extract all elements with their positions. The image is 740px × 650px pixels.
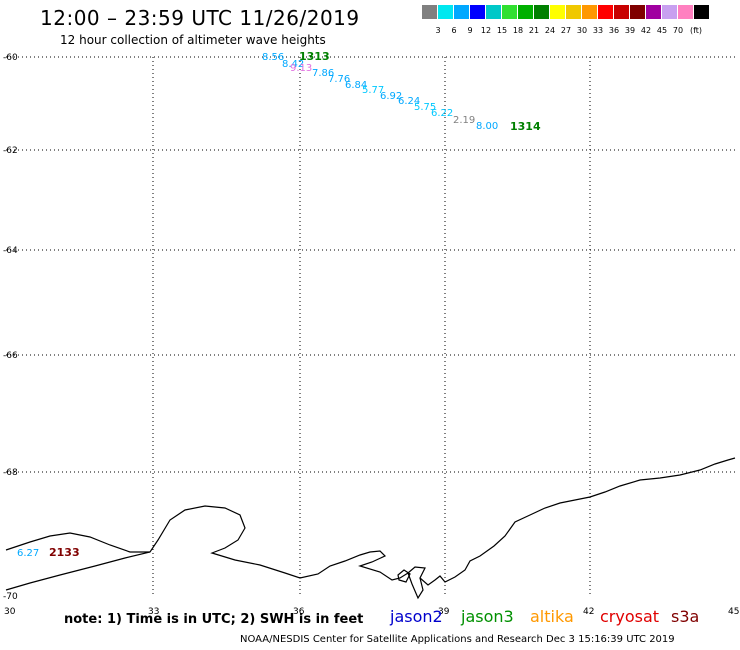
island-outline — [397, 569, 411, 583]
swh-value-label: 7.76 — [328, 74, 350, 85]
map-subtitle: 12 hour collection of altimeter wave hei… — [60, 33, 326, 47]
lat-lon-gridlines — [6, 56, 735, 596]
swh-value-label: 6.84 — [345, 80, 367, 91]
latitude-tick-label: -60 — [3, 53, 18, 63]
legend-swatch — [582, 5, 597, 19]
legend-tick: 42 — [640, 26, 652, 35]
swh-value-label: 9.13 — [290, 63, 312, 74]
swh-value-label: 5.77 — [362, 85, 384, 96]
satellite-name-jason3: jason3 — [461, 607, 514, 626]
swh-value-label: 5.75 — [414, 102, 436, 113]
pass-number-label: 1313 — [299, 50, 330, 63]
longitude-tick-label: 36 — [293, 607, 305, 617]
latitude-tick-label: -66 — [3, 351, 18, 361]
pass-number-label: 1314 — [510, 120, 541, 133]
legend-swatch — [550, 5, 565, 19]
antarctica-coastline — [5, 457, 736, 591]
legend-tick: 24 — [544, 26, 556, 35]
satellite-name-altika: altika — [530, 607, 574, 626]
legend-swatch — [630, 5, 645, 19]
satellite-name-jason2: jason2 — [390, 607, 443, 626]
legend-tick: 45 — [656, 26, 668, 35]
legend-tick: 3 — [435, 26, 441, 35]
latitude-tick-label: -68 — [3, 468, 18, 478]
legend-swatch — [694, 5, 709, 19]
longitude-tick-label: 39 — [438, 607, 450, 617]
legend-swatch — [678, 5, 693, 19]
latitude-tick-label: -62 — [3, 146, 18, 156]
legend-tick: 36 — [608, 26, 620, 35]
swh-value-label: 8.42 — [282, 59, 304, 70]
longitude-tick-label: 45 — [728, 607, 739, 617]
swh-value-label: 8.56 — [262, 52, 284, 63]
legend-swatch — [454, 5, 469, 19]
legend-tick: 21 — [528, 26, 540, 35]
satellite-pass-labels: 1313 1314 2133 — [49, 50, 541, 559]
legend-swatch — [598, 5, 613, 19]
latitude-tick-label: -64 — [3, 246, 18, 256]
swh-value-label: 6.22 — [431, 108, 453, 119]
pass-number-label: 2133 — [49, 546, 80, 559]
legend-swatch — [662, 5, 677, 19]
legend-swatch — [646, 5, 661, 19]
longitude-labels: 30 33 36 39 42 45 — [4, 607, 739, 617]
legend-tick: 30 — [576, 26, 588, 35]
wave-height-observations: 8.568.429.13 7.867.766.845.776.926.245.75… — [17, 52, 498, 559]
legend-tick: 9 — [467, 26, 473, 35]
bay-outline — [407, 572, 424, 600]
legend-swatch — [486, 5, 501, 19]
legend-swatch — [438, 5, 453, 19]
legend-tick: 12 — [480, 26, 492, 35]
swh-value-label: 6.92 — [380, 91, 402, 102]
units-note: note: 1) Time is in UTC; 2) SWH is in fe… — [64, 612, 364, 627]
legend-swatch — [422, 5, 437, 19]
swh-value-label: 2.19 — [453, 115, 475, 126]
longitude-tick-label: 42 — [583, 607, 594, 617]
legend-tick: 15 — [496, 26, 508, 35]
coastline-western-segment — [5, 532, 150, 553]
legend-swatch — [470, 5, 485, 19]
longitude-tick-label: 30 — [4, 607, 16, 617]
legend-swatch — [518, 5, 533, 19]
credit-line: NOAA/NESDIS Center for Satellite Applica… — [240, 634, 675, 645]
swh-value-label: 6.24 — [398, 96, 420, 107]
legend-swatch — [534, 5, 549, 19]
longitude-tick-label: 33 — [148, 607, 159, 617]
legend-swatch — [566, 5, 581, 19]
latitude-tick-label: -70 — [3, 592, 18, 602]
map-title: 12:00 – 23:59 UTC 11/26/2019 — [40, 6, 360, 30]
legend-tick: 33 — [592, 26, 604, 35]
latitude-labels: -60 -62 -64 -66 -68 -70 — [3, 53, 18, 602]
swh-value-label: 8.00 — [476, 121, 498, 132]
legend-tick: 6 — [451, 26, 457, 35]
legend-swatch — [502, 5, 517, 19]
satellite-name-s3a: s3a — [671, 607, 700, 626]
legend-tick: 39 — [624, 26, 636, 35]
legend-tick: 18 — [512, 26, 524, 35]
legend-swatch — [614, 5, 629, 19]
swh-value-label: 7.86 — [312, 68, 334, 79]
legend-unit: (ft) — [689, 26, 703, 35]
satellite-name-cryosat: cryosat — [600, 607, 660, 626]
legend-tick: 27 — [560, 26, 572, 35]
legend-tick: 70 — [672, 26, 684, 35]
swh-value-label: 6.27 — [17, 548, 39, 559]
